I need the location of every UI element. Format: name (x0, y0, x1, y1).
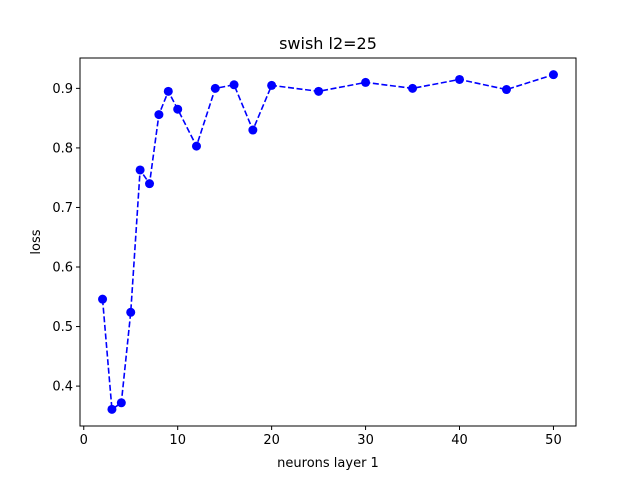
data-point (98, 294, 108, 304)
series-line (101, 73, 554, 411)
x-tick-label: 40 (451, 433, 468, 448)
x-tick-label: 30 (357, 433, 374, 448)
data-point (154, 110, 164, 120)
y-tick-label: 0.5 (52, 320, 73, 335)
data-point (229, 80, 239, 90)
data-point (455, 74, 465, 84)
data-point (116, 398, 126, 408)
x-axis-label: neurons layer 1 (277, 456, 379, 471)
x-tick-label: 10 (169, 433, 186, 448)
data-point (126, 307, 136, 317)
data-point (173, 104, 183, 114)
data-point (107, 404, 117, 414)
data-point (210, 83, 220, 93)
data-point (408, 83, 418, 93)
x-tick-label: 0 (80, 433, 88, 448)
data-point (145, 179, 155, 189)
data-point (501, 85, 511, 95)
data-point (314, 86, 324, 96)
axes-frame (79, 57, 577, 427)
y-tick-label: 0.9 (52, 82, 73, 97)
x-tick-label: 20 (263, 433, 280, 448)
y-tick-label: 0.6 (52, 261, 73, 276)
plot-area: 0 10 20 30 40 50 0.4 0.5 0.6 0.7 0.8 0.9 (52, 57, 577, 448)
data-point (163, 86, 173, 96)
y-tick-label: 0.7 (52, 201, 73, 216)
data-point (191, 141, 201, 151)
data-point (361, 77, 371, 87)
data-point (248, 125, 258, 135)
y-tick-label: 0.4 (52, 380, 73, 395)
data-point (267, 80, 277, 90)
y-axis-label: loss (29, 229, 44, 254)
x-tick-label: 50 (545, 433, 562, 448)
data-point (135, 165, 145, 175)
chart-title: swish l2=25 (279, 34, 377, 53)
y-tick-label: 0.8 (52, 141, 73, 156)
data-point (548, 70, 558, 80)
